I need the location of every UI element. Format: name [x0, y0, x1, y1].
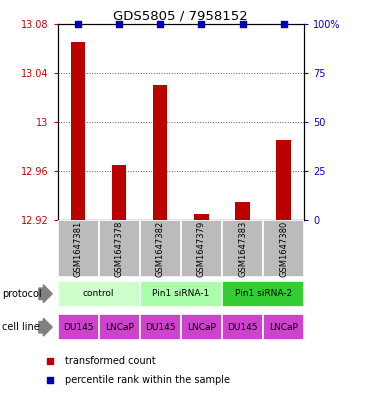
- Bar: [222, 220, 263, 277]
- Text: control: control: [83, 289, 114, 298]
- Text: DU145: DU145: [227, 323, 258, 332]
- Bar: [181, 314, 222, 340]
- Bar: [263, 314, 304, 340]
- Text: GSM1647379: GSM1647379: [197, 220, 206, 277]
- Bar: [58, 220, 99, 277]
- FancyArrow shape: [39, 285, 52, 303]
- Text: Pin1 siRNA-1: Pin1 siRNA-1: [152, 289, 210, 298]
- Text: cell line: cell line: [2, 322, 40, 332]
- Bar: [99, 220, 140, 277]
- Bar: [222, 314, 263, 340]
- Text: Pin1 siRNA-2: Pin1 siRNA-2: [234, 289, 292, 298]
- Text: LNCaP: LNCaP: [105, 323, 134, 332]
- Bar: [222, 281, 304, 307]
- Bar: [99, 314, 140, 340]
- Point: [116, 20, 122, 27]
- Bar: [112, 165, 127, 220]
- Text: protocol: protocol: [2, 289, 42, 299]
- Text: GSM1647383: GSM1647383: [238, 220, 247, 277]
- Bar: [140, 281, 222, 307]
- Bar: [235, 202, 250, 220]
- Text: DU145: DU145: [63, 323, 93, 332]
- Point: [47, 358, 53, 364]
- Bar: [194, 214, 209, 220]
- Bar: [181, 220, 222, 277]
- Bar: [153, 85, 167, 220]
- Point: [198, 20, 204, 27]
- Title: GDS5805 / 7958152: GDS5805 / 7958152: [114, 9, 248, 22]
- Text: GSM1647382: GSM1647382: [156, 220, 165, 277]
- Bar: [71, 42, 85, 220]
- Text: percentile rank within the sample: percentile rank within the sample: [65, 375, 230, 386]
- Point: [75, 20, 81, 27]
- Text: DU145: DU145: [145, 323, 175, 332]
- Bar: [276, 140, 291, 220]
- Bar: [140, 314, 181, 340]
- Text: transformed count: transformed count: [65, 356, 156, 366]
- Point: [47, 377, 53, 384]
- Text: GSM1647380: GSM1647380: [279, 220, 288, 277]
- Text: GSM1647381: GSM1647381: [73, 220, 83, 277]
- Bar: [58, 314, 99, 340]
- Point: [157, 20, 163, 27]
- Bar: [140, 220, 181, 277]
- Point: [281, 20, 287, 27]
- Text: GSM1647378: GSM1647378: [115, 220, 124, 277]
- Bar: [58, 281, 140, 307]
- FancyArrow shape: [39, 318, 52, 336]
- Text: LNCaP: LNCaP: [187, 323, 216, 332]
- Text: LNCaP: LNCaP: [269, 323, 298, 332]
- Bar: [263, 220, 304, 277]
- Point: [240, 20, 246, 27]
